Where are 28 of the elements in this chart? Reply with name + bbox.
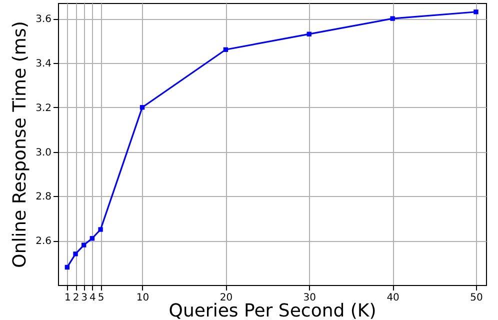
x-tick-label: 30 xyxy=(303,292,316,304)
x-tick-label: 3 xyxy=(81,292,88,304)
point xyxy=(98,227,103,232)
y-tick-label: 3.4 xyxy=(36,58,52,70)
point xyxy=(223,47,228,52)
x-tick-label: 1 xyxy=(64,292,71,304)
y-tick-label: 2.8 xyxy=(36,192,52,203)
x-axis-title: Queries Per Second (K) xyxy=(168,300,376,320)
x-tick-label: 10 xyxy=(136,292,150,304)
point xyxy=(90,236,95,241)
point xyxy=(390,16,395,21)
y-tick-label: 3.2 xyxy=(36,102,52,114)
x-tick-label: 50 xyxy=(470,292,483,304)
x-tick-label: 20 xyxy=(220,292,233,304)
x-tick-label: 4 xyxy=(90,292,96,304)
point xyxy=(474,10,478,14)
x-tick-label: 2 xyxy=(72,292,80,304)
x-tick-label: 5 xyxy=(98,292,104,304)
point xyxy=(306,32,312,36)
point xyxy=(64,264,70,270)
x-tick-label: 40 xyxy=(386,292,400,304)
y-tick-label: 3.0 xyxy=(36,147,52,158)
y-tick-label: 2.6 xyxy=(36,236,52,248)
point xyxy=(82,242,86,248)
y-axis-title: Online Response Time (ms) xyxy=(10,21,31,268)
point xyxy=(73,252,78,256)
y-tick-label: 3.6 xyxy=(36,14,52,26)
point xyxy=(140,105,145,110)
